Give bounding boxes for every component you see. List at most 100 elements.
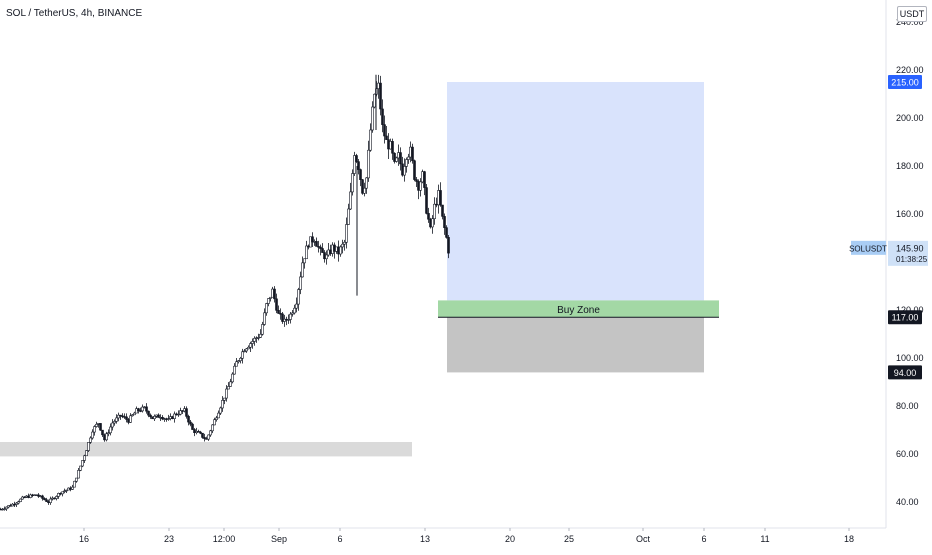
candle xyxy=(391,138,394,160)
candle-body xyxy=(419,181,422,191)
candle-body xyxy=(431,218,434,228)
candle xyxy=(247,345,250,350)
candle-body xyxy=(87,442,90,451)
candle xyxy=(143,406,146,409)
candle xyxy=(55,495,58,501)
candle xyxy=(201,432,204,439)
candle-body xyxy=(163,418,166,420)
candle xyxy=(189,420,192,427)
candle-body xyxy=(155,414,158,417)
candle xyxy=(413,159,416,182)
candle-body xyxy=(7,505,10,508)
symbol-tag: SOLUSDT xyxy=(849,244,887,253)
candle xyxy=(109,423,112,436)
candle-body xyxy=(75,477,78,482)
candle xyxy=(169,413,172,421)
candle xyxy=(65,489,68,493)
candle xyxy=(149,413,152,419)
candle-body xyxy=(383,124,386,137)
candle xyxy=(199,430,202,435)
candle-body xyxy=(225,388,228,399)
candle xyxy=(99,423,102,431)
candle-body xyxy=(399,152,402,165)
candle xyxy=(97,423,100,428)
candle-body xyxy=(183,408,186,412)
candle xyxy=(203,433,206,442)
candle-body xyxy=(315,241,318,247)
candle xyxy=(359,168,362,187)
candle-body xyxy=(177,413,180,416)
candle-body xyxy=(193,429,196,433)
candle xyxy=(277,305,280,314)
candle-body xyxy=(209,430,212,436)
candle-body xyxy=(301,262,304,278)
price-label-text: 117.00 xyxy=(892,313,919,323)
candle xyxy=(341,239,344,254)
candle xyxy=(407,153,410,164)
candle xyxy=(135,406,138,414)
candle-body xyxy=(55,496,58,499)
candle-body xyxy=(141,406,144,412)
candle-body xyxy=(91,431,94,439)
candle-body xyxy=(99,423,102,431)
candle xyxy=(119,414,122,420)
price-label-box xyxy=(888,75,922,89)
candle-body xyxy=(231,373,234,383)
candle-body xyxy=(143,406,146,408)
candle-body xyxy=(223,397,226,401)
candle-body xyxy=(275,298,278,311)
candle xyxy=(87,442,90,452)
candle xyxy=(3,506,6,511)
candle-body xyxy=(97,423,100,425)
candle xyxy=(113,419,116,426)
candle xyxy=(137,407,140,414)
candle-body xyxy=(361,179,364,194)
candle-body xyxy=(19,498,22,502)
candle xyxy=(253,336,256,346)
y-tick-label: 100.00 xyxy=(896,353,924,363)
candle-body xyxy=(83,455,86,461)
candle xyxy=(183,406,186,413)
candle xyxy=(367,140,370,182)
candle-body xyxy=(171,416,174,419)
time-axis: 16 23 12:00 Sep 6 13 20 25 Oct 6 11 18 xyxy=(79,528,854,544)
candle-body xyxy=(169,416,172,419)
candle-body xyxy=(413,160,416,180)
candle xyxy=(147,410,150,418)
candle-body xyxy=(185,408,188,417)
candle xyxy=(353,151,356,177)
candle-body xyxy=(45,499,48,502)
candle-body xyxy=(245,348,248,352)
candle-body xyxy=(233,365,236,375)
candle-body xyxy=(3,508,6,510)
candle-body xyxy=(439,190,442,206)
last-price-box xyxy=(888,240,928,266)
x-tick-label: 16 xyxy=(79,534,89,544)
candle xyxy=(9,503,12,507)
candle-body xyxy=(161,416,164,420)
candle xyxy=(63,488,66,494)
currency-button[interactable]: USDT xyxy=(897,6,927,22)
candle xyxy=(289,311,292,324)
candle-body xyxy=(423,171,426,188)
x-tick-label: 13 xyxy=(420,534,430,544)
candle xyxy=(267,298,270,307)
x-tick-label: 20 xyxy=(505,534,515,544)
candle-body xyxy=(199,431,202,434)
candle-body xyxy=(407,156,410,160)
candle xyxy=(365,177,368,194)
candle xyxy=(443,213,446,235)
candle xyxy=(15,501,18,507)
candle xyxy=(249,341,252,352)
candle-body xyxy=(103,434,106,441)
candle xyxy=(179,407,182,416)
candle-body xyxy=(197,431,200,433)
candle xyxy=(339,245,342,257)
candle-body xyxy=(125,416,128,420)
candle xyxy=(117,412,120,422)
symbol-tag-box xyxy=(851,240,886,255)
candle-body xyxy=(351,173,354,193)
candle-body xyxy=(129,415,132,423)
candle-body xyxy=(281,313,284,322)
